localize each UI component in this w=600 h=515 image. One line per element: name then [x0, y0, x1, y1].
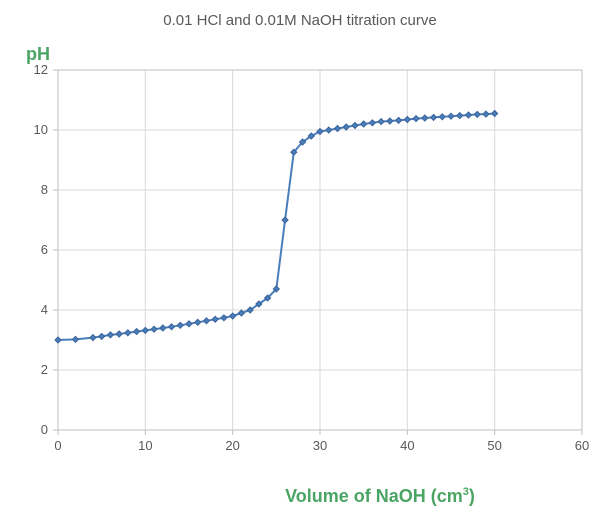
series-marker [413, 116, 419, 122]
plot-svg: 0 10 20 30 40 50 60 0 2 4 6 8 10 12 [0, 60, 600, 480]
series-marker [160, 325, 166, 331]
series-marker [151, 326, 157, 332]
series-marker [221, 315, 227, 321]
series-marker [177, 322, 183, 328]
series-marker [134, 329, 140, 335]
series-marker [404, 117, 410, 123]
y-tick-label: 2 [41, 362, 48, 377]
x-axis-label-text: Volume of NaOH (cm [285, 486, 463, 506]
y-tick-label: 12 [34, 62, 48, 77]
series-marker [72, 336, 78, 342]
series-marker [238, 310, 244, 316]
series-marker [431, 114, 437, 120]
series-marker [465, 112, 471, 118]
series-marker [212, 316, 218, 322]
series-marker [387, 118, 393, 124]
series-marker [230, 313, 236, 319]
series-marker [99, 333, 105, 339]
x-tick-label: 0 [54, 438, 61, 453]
series-marker [448, 113, 454, 119]
series-marker [457, 113, 463, 119]
series-marker [125, 330, 131, 336]
x-tick-label: 30 [313, 438, 327, 453]
x-tick-label: 50 [487, 438, 501, 453]
series-marker [361, 121, 367, 127]
x-tick-label: 40 [400, 438, 414, 453]
y-tick-label: 10 [34, 122, 48, 137]
series-marker [55, 337, 61, 343]
series-line [58, 114, 495, 341]
series-marker [492, 111, 498, 117]
y-tick-label: 4 [41, 302, 48, 317]
x-tick-label: 10 [138, 438, 152, 453]
series-marker [483, 111, 489, 117]
y-tick-label: 8 [41, 182, 48, 197]
series-marker [90, 335, 96, 341]
x-axis-label-tail: ) [469, 486, 475, 506]
series-marker [186, 321, 192, 327]
series-marker [378, 119, 384, 125]
y-tick-label: 0 [41, 422, 48, 437]
series-marker [326, 127, 332, 133]
series-marker [107, 332, 113, 338]
series-marker [334, 126, 340, 132]
series-marker [474, 111, 480, 117]
series-marker [352, 123, 358, 129]
x-tick-label: 20 [225, 438, 239, 453]
chart-title: 0.01 HCl and 0.01M NaOH titration curve [0, 12, 600, 29]
series-marker [116, 331, 122, 337]
series-marker [203, 318, 209, 324]
chart-container: 0.01 HCl and 0.01M NaOH titration curve … [0, 0, 600, 515]
x-tick-label: 60 [575, 438, 589, 453]
series-marker [195, 319, 201, 325]
series-marker [343, 124, 349, 130]
series-marker [422, 115, 428, 121]
series-marker [282, 217, 288, 223]
series-marker [142, 327, 148, 333]
plot-area: 0 10 20 30 40 50 60 0 2 4 6 8 10 12 [0, 60, 600, 480]
x-axis-label: Volume of NaOH (cm3) [0, 486, 600, 507]
series-marker [169, 324, 175, 330]
y-tick-label: 6 [41, 242, 48, 257]
series-marker [439, 114, 445, 120]
series-marker [369, 120, 375, 126]
series-marker [396, 117, 402, 123]
